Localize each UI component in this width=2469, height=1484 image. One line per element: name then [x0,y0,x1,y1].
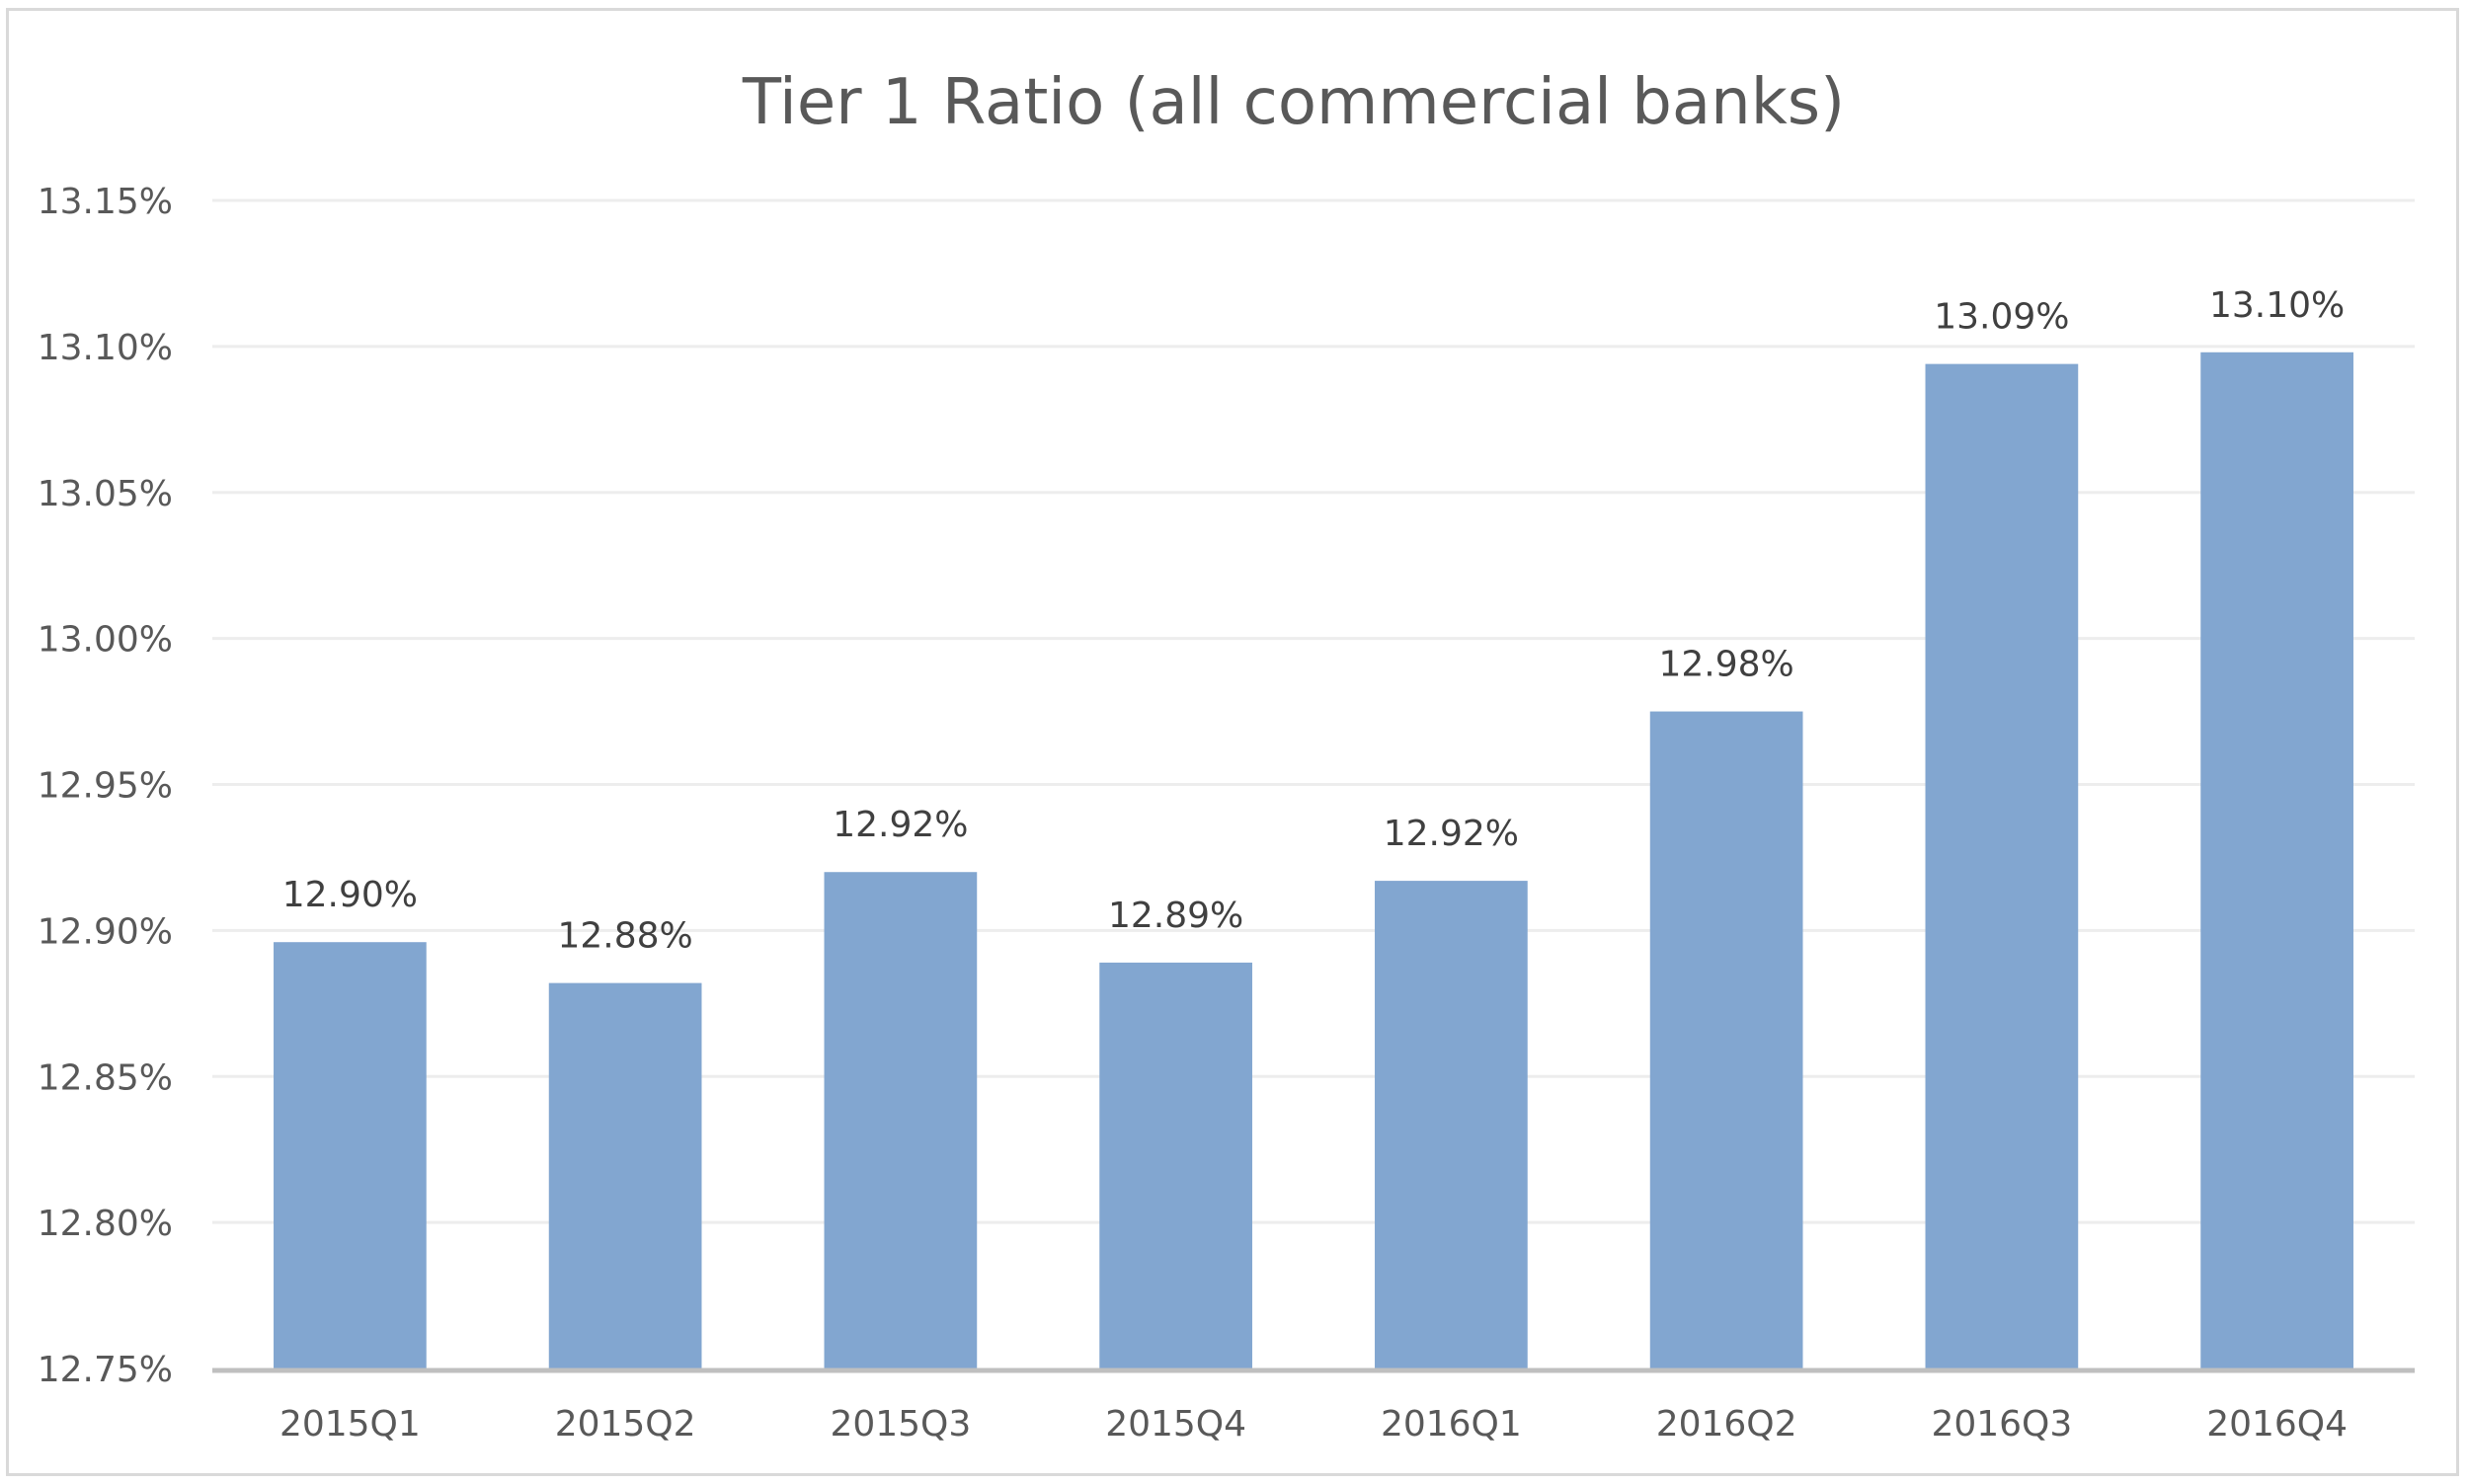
x-tick-label: 2015Q4 [1105,1404,1246,1445]
bars [274,351,2353,1368]
x-tick-label: 2015Q3 [830,1404,971,1445]
y-tick-label: 12.90% [38,911,173,952]
bar [274,942,427,1368]
y-tick-label: 12.80% [38,1204,173,1244]
data-label: 12.89% [1108,896,1243,936]
data-label: 13.09% [1934,297,2069,338]
data-label: 12.92% [1384,814,1519,854]
data-label: 13.10% [2209,285,2345,326]
data-label: 12.92% [833,805,968,845]
data-label: 12.90% [282,875,418,915]
bar [1925,363,2079,1368]
bar [824,872,978,1368]
x-tick-label: 2015Q2 [555,1404,696,1445]
bar [548,982,702,1368]
y-tick-label: 13.05% [38,474,173,514]
gridlines [212,198,2415,1224]
x-tick-label: 2016Q3 [1931,1404,2072,1445]
y-tick-label: 13.10% [38,328,173,368]
data-labels: 12.90% 12.88% 12.92% 12.89% 12.92% 12.98% 13.0… [282,285,2346,957]
bar [2200,351,2353,1368]
x-tick-label: 2016Q4 [2206,1404,2348,1445]
y-tick-label: 12.95% [38,766,173,807]
bar [1375,881,1528,1368]
y-tick-label: 13.15% [38,182,173,222]
y-tick-label: 13.00% [38,620,173,661]
bar [1649,711,1803,1368]
x-tick-label: 2016Q2 [1656,1404,1797,1445]
x-tick-label: 2015Q1 [279,1404,421,1445]
data-label: 12.88% [557,916,692,957]
chart-title: Tier 1 Ratio (all commercial banks) [742,66,1845,139]
x-tick-label: 2016Q1 [1381,1404,1522,1445]
chart-area: Tier 1 Ratio (all commercial banks) 12.7… [6,8,2459,1476]
y-axis-ticks: 12.75% 12.80% 12.85% 12.90% 12.95% 13.00% 13.0… [38,182,173,1390]
y-tick-label: 12.75% [38,1350,173,1390]
x-axis-ticks: 2015Q1 2015Q2 2015Q3 2015Q4 2016Q1 2016Q2 2016… [279,1404,2348,1445]
y-tick-label: 12.85% [38,1057,173,1098]
data-label: 12.98% [1658,645,1793,685]
bar-chart: Tier 1 Ratio (all commercial banks) 12.7… [38,66,2415,1445]
bar [1099,962,1252,1368]
